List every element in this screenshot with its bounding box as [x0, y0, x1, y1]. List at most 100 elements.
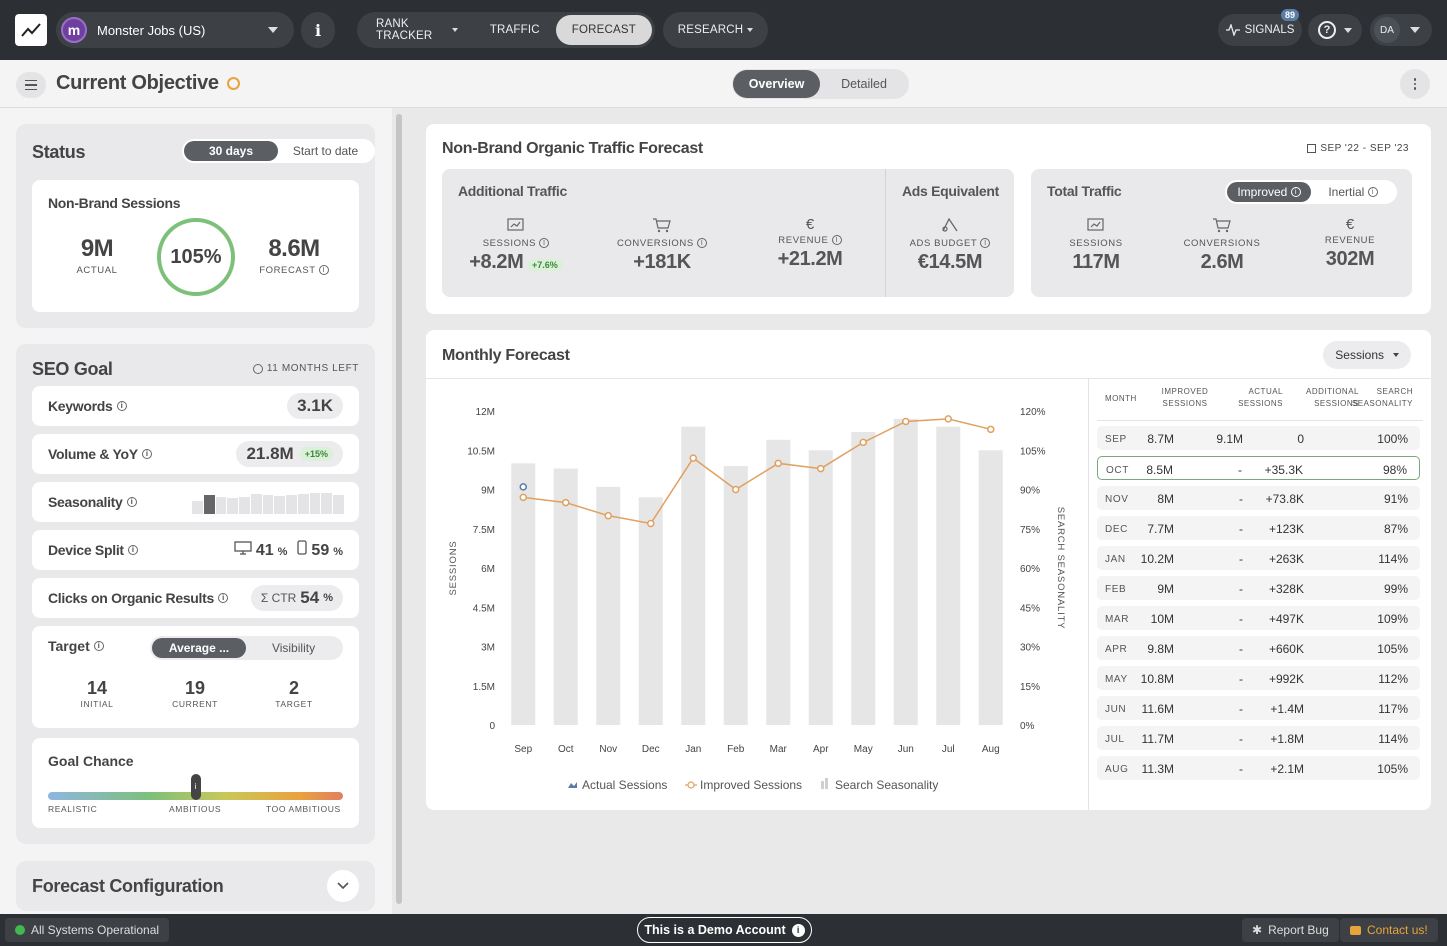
user-menu[interactable]: DA: [1370, 14, 1432, 46]
tab-average[interactable]: Average ...: [152, 638, 246, 658]
keywords-row[interactable]: Keywords i 3.1K: [32, 386, 359, 426]
non-brand-sessions-card: Non-Brand Sessions 9M ACTUAL 105% 8.6M F…: [32, 180, 359, 312]
table-row[interactable]: MAY 10.8M - +992K 112%: [1097, 666, 1420, 690]
project-avatar: m: [61, 17, 87, 43]
x-tick-label: Feb: [727, 744, 745, 755]
monthly-forecast-card: Monthly Forecast Sessions 0 1.5M 3M 4.5M 6M 7…: [426, 330, 1431, 810]
table-cell: 11.7M: [1141, 732, 1174, 746]
table-row[interactable]: AUG 11.3M - +2.1M 105%: [1097, 756, 1420, 780]
seasonality-bar: [681, 426, 706, 725]
table-row[interactable]: FEB 9M - +328K 99%: [1097, 576, 1420, 600]
legend-label: Search Seasonality: [835, 778, 938, 792]
report-bug-button[interactable]: ✱ Report Bug: [1242, 918, 1339, 942]
info-button[interactable]: i: [301, 12, 335, 48]
device-split-row[interactable]: Device Split i 41% 59%: [32, 530, 359, 570]
table-cell: 11.6M: [1141, 702, 1174, 716]
table-row[interactable]: APR 9.8M - +660K 105%: [1097, 636, 1420, 660]
seasonality-bar: [638, 497, 663, 725]
expand-button[interactable]: [327, 870, 359, 902]
tab-overview[interactable]: Overview: [733, 70, 820, 98]
seasonality-bar: [893, 418, 918, 725]
demo-account-badge[interactable]: This is a Demo Account i: [637, 917, 812, 943]
table-cell: 114%: [1378, 732, 1408, 746]
info-icon[interactable]: i: [127, 545, 138, 555]
project-selector[interactable]: m Monster Jobs (US): [56, 12, 294, 48]
chat-icon: [1350, 925, 1361, 935]
contact-us-button[interactable]: Contact us!: [1340, 918, 1438, 942]
nav-rank-tracker[interactable]: RANK TRACKER: [360, 15, 474, 45]
menu-icon[interactable]: [16, 72, 46, 98]
help-menu[interactable]: ?: [1308, 14, 1362, 46]
tab-visibility[interactable]: Visibility: [271, 641, 316, 655]
tab-30-days[interactable]: 30 days: [184, 141, 278, 161]
table-cell: FEB: [1105, 584, 1127, 595]
percent-ring: 105%: [157, 218, 235, 296]
table-cell: +1.8M: [1270, 732, 1304, 746]
forecast-label: FORECAST: [259, 265, 316, 276]
volume-label: Volume & YoY: [48, 446, 138, 462]
table-row[interactable]: SEP 8.7M 9.1M 0 100%: [1097, 426, 1420, 450]
tab-detailed[interactable]: Detailed: [841, 77, 887, 91]
legend-label: Improved Sessions: [700, 778, 802, 792]
info-icon[interactable]: i: [218, 593, 228, 603]
table-row[interactable]: OCT 8.5M - +35.3K 98%: [1097, 456, 1420, 480]
nav-research[interactable]: RESEARCH: [663, 12, 768, 48]
app-logo[interactable]: [15, 14, 47, 46]
seasonality-row[interactable]: Seasonality i: [32, 482, 359, 522]
total-traffic-panel: Total Traffic Improved i Inertial i SESS…: [1031, 169, 1412, 297]
table-cell: 100%: [1377, 432, 1408, 446]
table-row[interactable]: MAR 10M - +497K 109%: [1097, 606, 1420, 630]
ads-equivalent-title: Ads Equivalent: [902, 183, 999, 199]
table-cell: 117%: [1378, 702, 1408, 716]
seasonality-bar: [553, 468, 578, 725]
table-row[interactable]: JAN 10.2M - +263K 114%: [1097, 546, 1420, 570]
info-icon[interactable]: i: [126, 497, 137, 507]
caret-down-icon: [1344, 27, 1352, 33]
table-row[interactable]: JUL 11.7M - +1.8M 114%: [1097, 726, 1420, 750]
tab-improved[interactable]: Improved i: [1227, 182, 1311, 202]
info-icon[interactable]: i: [141, 449, 152, 459]
info-icon[interactable]: i: [93, 641, 104, 651]
y2-tick-label: 120%: [1020, 407, 1046, 418]
table-cell: +497K: [1268, 612, 1304, 626]
metric-dropdown[interactable]: Sessions: [1323, 341, 1411, 369]
total-sessions: SESSIONS 117M: [1041, 217, 1151, 274]
left-scrollbar[interactable]: [393, 108, 405, 914]
y-tick-label: 12M: [476, 407, 495, 418]
info-icon[interactable]: i: [831, 235, 842, 246]
goal-chance-card: Goal Chance i REALISTIC AMBITIOUS TOO AM…: [32, 738, 359, 828]
table-header-cell: ADDITIONAL SESSIONS: [1305, 387, 1359, 408]
tab-inertial[interactable]: Inertial i: [1311, 182, 1395, 202]
goal-chance-handle[interactable]: i: [190, 774, 201, 800]
table-row[interactable]: DEC 7.7M - +123K 87%: [1097, 516, 1420, 540]
info-icon[interactable]: i: [980, 238, 991, 249]
nav-forecast[interactable]: FORECAST: [555, 15, 652, 45]
improved-sessions-point: [604, 511, 612, 520]
info-icon: i: [1290, 187, 1301, 197]
info-icon[interactable]: i: [539, 238, 550, 249]
clicks-row[interactable]: Clicks on Organic Results i Σ CTR 54%: [32, 578, 359, 618]
table-row[interactable]: JUN 11.6M - +1.4M 117%: [1097, 696, 1420, 720]
table-row[interactable]: NOV 8M - +73.8K 91%: [1097, 486, 1420, 510]
signals-count-badge: 89: [1281, 9, 1300, 21]
info-icon[interactable]: i: [116, 401, 127, 411]
volume-row[interactable]: Volume & YoY i 21.8M +15%: [32, 434, 359, 474]
forecast-config-card[interactable]: Forecast Configuration: [16, 861, 375, 911]
table-cell: NOV: [1105, 494, 1129, 505]
table-cell: -: [1238, 463, 1242, 477]
actual-sessions-point: [519, 483, 527, 491]
system-status[interactable]: All Systems Operational: [5, 918, 170, 942]
view-toggle: Overview Detailed: [732, 69, 909, 99]
sessions-icon: [1087, 218, 1104, 231]
table-header-cell: SEARCH SEASONALITY: [1351, 387, 1413, 408]
info-icon[interactable]: i: [697, 238, 708, 249]
info-icon[interactable]: i: [318, 265, 329, 276]
sessions-card-title: Non-Brand Sessions: [48, 195, 181, 211]
user-avatar: DA: [1374, 17, 1400, 43]
mobile-icon: [297, 540, 308, 555]
table-cell: 105%: [1377, 762, 1408, 776]
monthly-forecast-title: Monthly Forecast: [442, 347, 570, 364]
more-options-icon[interactable]: [1400, 69, 1430, 99]
tab-start-to-date[interactable]: Start to date: [292, 144, 359, 158]
nav-traffic[interactable]: TRAFFIC: [489, 24, 540, 36]
